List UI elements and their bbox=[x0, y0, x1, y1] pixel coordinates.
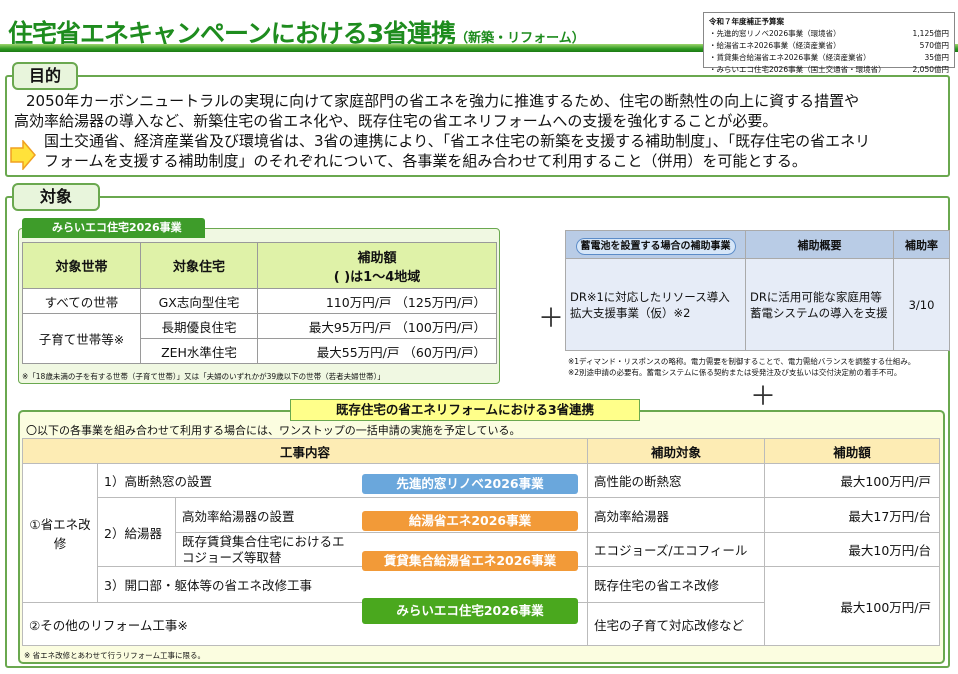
table-row: ZEH水準住宅 最大55万円/戸 （60万円/戸） bbox=[23, 338, 497, 364]
mirai-footnote: ※「18歳未満の子を有する世帯（子育て世帯）」又は「夫婦のいずれかが39歳以下の… bbox=[22, 372, 385, 381]
title-bar bbox=[0, 44, 958, 52]
purpose-tab: 目的 bbox=[12, 62, 78, 90]
target-section bbox=[5, 196, 950, 668]
plus-icon: ＋ bbox=[750, 382, 777, 412]
battery-footnotes: ※1ディマンド・リスポンスの略称。電力需要を制御することで、電力需給バランスを調… bbox=[568, 357, 916, 377]
reform-lead: 〇以下の各事業を組み合わせて利用する場合には、ワンストップの一括申請の実施を予定… bbox=[26, 424, 521, 437]
program-pill-rental-heater: 賃貸集合給湯省エネ2026事業 bbox=[362, 551, 578, 571]
table-row: すべての世帯 GX志向型住宅 110万円/戸 （125万円/戸） bbox=[22, 288, 497, 314]
budget-item: ・みらいエコ住宅2026事業（国土交通省・環境省） 2,050億円 bbox=[709, 65, 949, 74]
arrow-right-icon bbox=[10, 140, 36, 170]
reform-title: 既存住宅の省エネリフォームにおける3省連携 bbox=[290, 399, 640, 421]
program-pill-mirai: みらいエコ住宅2026事業 bbox=[362, 598, 578, 624]
mirai-table: 対象世帯 対象住宅 補助額( )は1～4地域 すべての世帯 GX志向型住宅 110万円/… bbox=[22, 242, 497, 364]
purpose-text: 2050年カーボンニュートラルの実現に向けて家庭部門の省エネを強力に推進するため… bbox=[14, 92, 871, 170]
budget-box: 令和７年度補正予算案 ・先進的窓リノベ2026事業（環境省） 1,125億円 ・給… bbox=[703, 12, 955, 74]
purpose-section bbox=[5, 75, 950, 177]
table-row: DR※1に対応したリソース導入拡大支援事業（仮）※2 DRに活用可能な家庭用等蓄電… bbox=[565, 258, 950, 351]
budget-item: ・給湯省エネ2026事業（経済産業省） 570億円 bbox=[709, 41, 949, 50]
budget-item: ・先進的窓リノベ2026事業（環境省） 1,125億円 bbox=[709, 29, 949, 38]
budget-item: ・賃貸集合給湯省エネ2026事業（経済産業省） 35億円 bbox=[709, 53, 949, 62]
plus-icon: ＋ bbox=[538, 304, 565, 334]
table-row: 子育て世帯等※ 長期優良住宅 最大95万円/戸 （100万円/戸） bbox=[22, 313, 497, 364]
reform-table-wrap: 工事内容 補助対象 補助額 ①省エネ改修 1）高断熱窓の設置 高性能の断熱窓 最大100万… bbox=[22, 438, 940, 646]
battery-table: 蓄電池を設置する場合の補助事業 補助概要 補助率 DR※1に対応したリソース導入拡大… bbox=[565, 230, 950, 351]
program-pill-heater: 給湯省エネ2026事業 bbox=[362, 511, 578, 531]
reform-footnote: ※ 省エネ改修とあわせて行うリフォーム工事に限る。 bbox=[24, 651, 205, 660]
table-row: 3）開口部・躯体等の省エネ改修工事 既存住宅の省エネ改修 最大100万円/戸 bbox=[23, 566, 940, 646]
page-title: 住宅省エネキャンペーンにおける3省連携（新築・リフォーム） bbox=[8, 19, 585, 48]
mirai-label: みらいエコ住宅2026事業 bbox=[22, 218, 205, 238]
program-pill-window: 先進的窓リノベ2026事業 bbox=[362, 474, 578, 494]
target-tab: 対象 bbox=[12, 183, 100, 211]
